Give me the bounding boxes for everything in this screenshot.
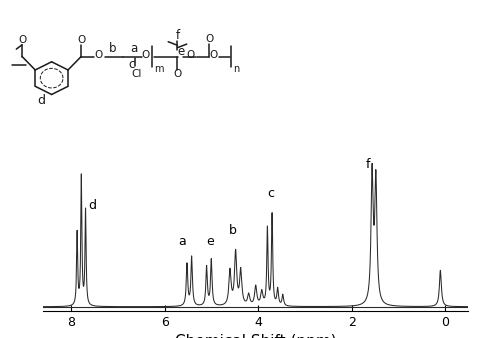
Text: a: a	[178, 235, 186, 248]
Text: O: O	[205, 34, 213, 44]
Text: O: O	[18, 35, 26, 45]
Text: d: d	[37, 94, 45, 107]
Text: e: e	[177, 45, 185, 58]
Text: Cl: Cl	[131, 69, 142, 79]
Text: O: O	[77, 35, 85, 45]
Text: d: d	[88, 198, 96, 212]
Text: a: a	[130, 42, 138, 55]
Text: n: n	[234, 64, 240, 74]
Text: b: b	[109, 42, 117, 55]
Text: c: c	[267, 187, 274, 200]
Text: O: O	[174, 69, 182, 79]
Text: c: c	[129, 58, 135, 71]
Text: O: O	[141, 50, 150, 60]
Text: O: O	[95, 50, 103, 60]
Text: f: f	[175, 29, 180, 42]
Text: b: b	[228, 224, 236, 237]
Text: O: O	[186, 50, 195, 60]
Text: m: m	[154, 64, 164, 74]
Text: e: e	[206, 235, 214, 248]
Text: O: O	[209, 50, 217, 60]
X-axis label: Chemical Shift (ppm): Chemical Shift (ppm)	[175, 334, 337, 338]
Text: f: f	[366, 158, 370, 171]
